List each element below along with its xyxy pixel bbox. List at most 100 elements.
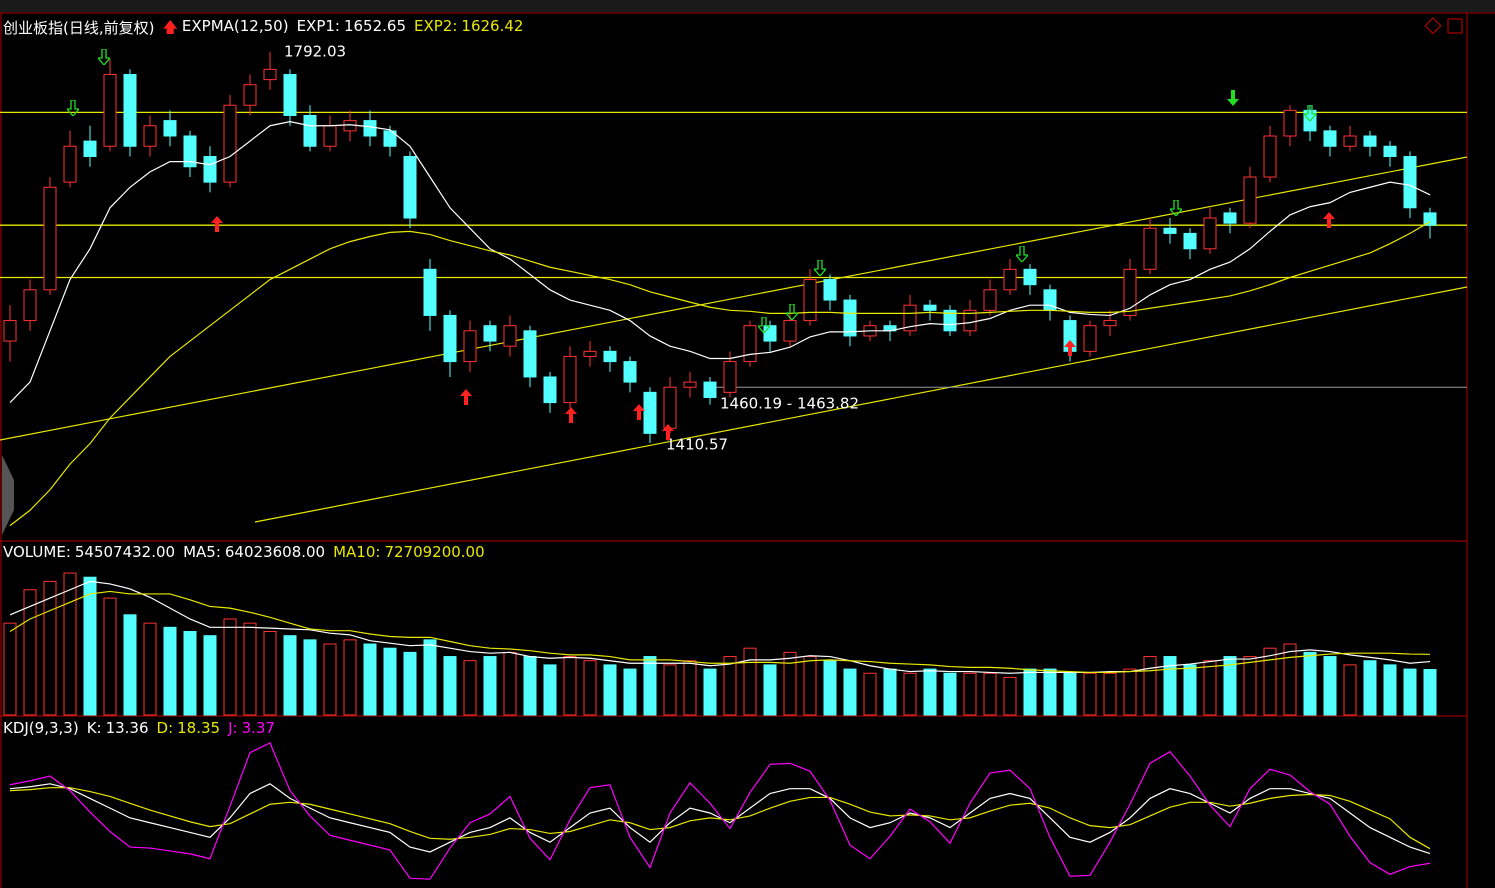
candle-body (803, 279, 817, 322)
candle-body (1023, 268, 1037, 286)
candle-body (1283, 109, 1297, 137)
candle-body (843, 299, 857, 337)
volume-bar (683, 660, 697, 716)
legend-name: MA5: (183, 543, 221, 561)
volume-bar (1003, 676, 1017, 716)
indicator-line (9, 580, 1431, 674)
candle-body (243, 84, 257, 106)
volume-bar (563, 656, 577, 716)
volume-bar (703, 668, 717, 716)
buy-signal (633, 404, 645, 420)
volume-bar (843, 668, 857, 716)
candle-body (983, 289, 997, 311)
indicator-line (9, 742, 1431, 880)
window-icon[interactable] (1447, 18, 1463, 34)
candle-body (1163, 227, 1177, 234)
volume-bar (1043, 668, 1057, 716)
volume-bar (1283, 643, 1297, 716)
candle-body (1183, 232, 1197, 250)
candle-body (3, 320, 17, 342)
candle-body (143, 125, 157, 147)
volume-bar (1423, 668, 1437, 716)
legend-name: VOLUME: (3, 543, 71, 561)
indicator-line (9, 787, 1431, 850)
volume-bar (1123, 668, 1137, 716)
legend-value: 72709200.00 (384, 543, 485, 561)
candle-body (1123, 268, 1137, 316)
candle-body (23, 289, 37, 322)
volume-bar (383, 647, 397, 716)
candle-body (1323, 130, 1337, 147)
volume-bar (263, 631, 277, 716)
candle-body (943, 309, 957, 332)
legend-name: D: (156, 719, 174, 737)
volume-bar (123, 614, 137, 716)
volume-bar (463, 660, 477, 716)
candle-body (603, 350, 617, 363)
index-title: 创业板指(日线,前复权) (3, 19, 155, 37)
volume-bar (103, 597, 117, 716)
candle-body (763, 325, 777, 342)
volume-bar (823, 660, 837, 716)
volume-bar (443, 656, 457, 716)
volume-header: VOLUME: 54507432.00 MA5: 64023608.00 MA1… (3, 543, 493, 561)
candle-body (103, 73, 117, 147)
side-handle[interactable] (2, 455, 14, 535)
candle-body (263, 68, 277, 81)
gap-annotation: 1460.19 - 1463.82 (720, 395, 859, 413)
trend-line (0, 156, 1468, 441)
legend-name: K: (86, 719, 102, 737)
volume-bar (1063, 672, 1077, 716)
volume-bar (1203, 660, 1217, 716)
volume-bar (1163, 656, 1177, 716)
candle-body (283, 73, 297, 116)
volume-bar (743, 647, 757, 716)
trend-line (254, 286, 1468, 523)
volume-bar (303, 639, 317, 716)
volume-bar (283, 635, 297, 716)
candle-body (643, 391, 657, 434)
volume-bar (923, 668, 937, 716)
volume-bar (1103, 672, 1117, 716)
volume-bar (503, 651, 517, 716)
candle-body (523, 330, 537, 378)
volume-bar (363, 643, 377, 716)
volume-bar (1143, 656, 1157, 716)
candle-body (303, 114, 317, 147)
candle-body (163, 120, 177, 137)
candle-body (563, 355, 577, 404)
price-header: 创业板指(日线,前复权) 🡅 EXPMA(12,50) EXP1: 1652.6… (3, 17, 531, 42)
volume-bar (1383, 664, 1397, 716)
legend-value: 1652.65 (343, 17, 406, 35)
volume-bar (943, 672, 957, 716)
candle-body (223, 104, 237, 183)
volume-bar (83, 576, 97, 716)
volume-bar (963, 672, 977, 716)
volume-bar (1243, 656, 1257, 716)
low-annotation: 1410.57 (666, 436, 728, 454)
legend-name: EXP2: (414, 17, 458, 35)
volume-bar (863, 672, 877, 716)
candle-body (403, 156, 417, 219)
volume-bar (3, 622, 17, 716)
candle-body (543, 376, 557, 404)
sell-signal (67, 100, 79, 116)
volume-bar (643, 656, 657, 716)
high-annotation: 1792.03 (284, 42, 346, 60)
legend-value: 64023608.00 (224, 543, 326, 561)
indicator-line (9, 783, 1431, 855)
volume-bar (1323, 656, 1337, 716)
volume-bar (763, 664, 777, 716)
candle-body (423, 268, 437, 316)
volume-bar (623, 668, 637, 716)
volume-bar (783, 651, 797, 716)
candle-body (363, 120, 377, 137)
kdj-header: KDJ(9,3,3) K: 13.36 D: 18.35 J: 3.37 (3, 719, 283, 737)
candle-body (1263, 135, 1277, 178)
candle-body (1363, 135, 1377, 147)
volume-bar (483, 656, 497, 716)
candle-body (583, 350, 597, 357)
volume-bar (1363, 660, 1377, 716)
window-icon[interactable] (1424, 17, 1442, 35)
